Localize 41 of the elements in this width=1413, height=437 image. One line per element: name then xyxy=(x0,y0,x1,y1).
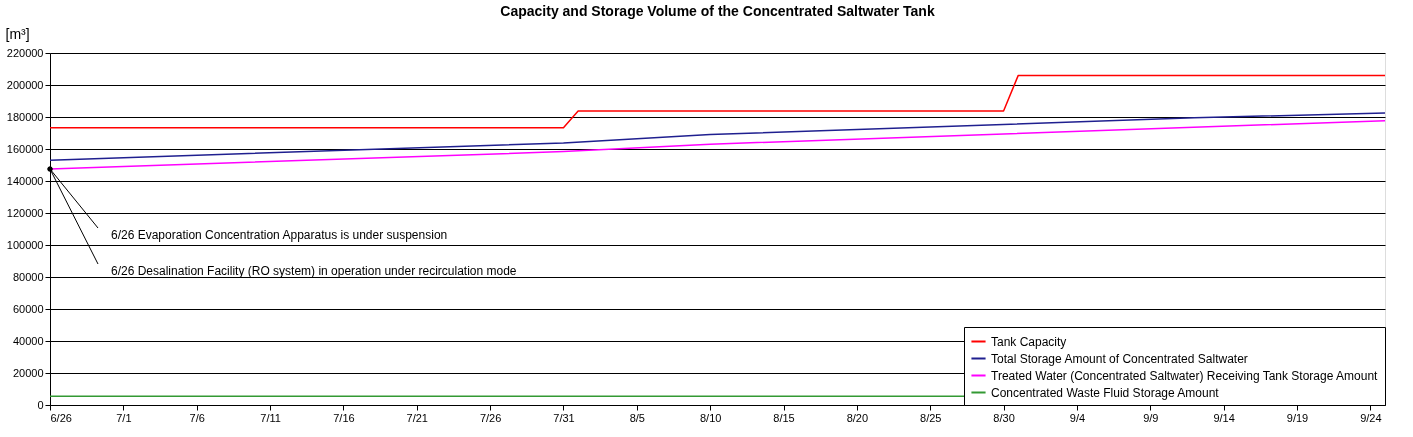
line-series xyxy=(49,119,1386,170)
chart-title: Capacity and Storage Volume of the Concentrated Saltwater Tank xyxy=(500,3,935,19)
y-tick-label: 200000 xyxy=(6,78,44,91)
x-tick-label: 7/26 xyxy=(479,411,502,424)
x-tick-label: 7/31 xyxy=(553,411,575,424)
y-tick-label: 0 xyxy=(37,398,44,411)
y-tick-label: 180000 xyxy=(6,110,44,123)
x-tick-label: 7/16 xyxy=(333,411,355,424)
x-tick-label: 9/19 xyxy=(1286,411,1309,424)
x-tick-label: 8/20 xyxy=(846,411,869,424)
x-tick-label: 7/21 xyxy=(406,411,428,424)
y-tick-label: 40000 xyxy=(12,334,44,347)
legend-label: Tank Capacity xyxy=(991,334,1067,349)
x-tick-label: 9/9 xyxy=(1143,411,1159,424)
x-tick-label: 8/10 xyxy=(699,411,722,424)
annotation: 6/26 Evaporation Concentration Apparatus is under suspension xyxy=(111,228,448,242)
legend-label: Total Storage Amount of Concentrated Saltwater xyxy=(991,351,1248,366)
x-tick-label: 9/14 xyxy=(1213,411,1235,424)
y-tick-label: 120000 xyxy=(6,206,44,219)
y-tick-label: 140000 xyxy=(6,174,44,187)
x-tick-label: 6/26 xyxy=(50,411,72,424)
y-tick-label: 20000 xyxy=(12,366,44,379)
x-tick-label: 7/1 xyxy=(116,411,132,424)
y-tick-label: 60000 xyxy=(12,302,44,315)
x-tick-label: 8/25 xyxy=(920,411,942,424)
y-tick-label: 80000 xyxy=(12,270,44,283)
x-tick-label: 8/5 xyxy=(629,411,645,424)
legend-label: Treated Water (Concentrated Saltwater) Receiving Tank Storage Amount xyxy=(991,368,1379,383)
x-tick-label: 9/24 xyxy=(1360,411,1382,424)
y-tick-label: 160000 xyxy=(6,142,44,155)
y-axis-title: [m³] xyxy=(5,25,30,42)
legend-label: Concentrated Waste Fluid Storage Amount xyxy=(991,385,1220,400)
x-tick-label: 8/30 xyxy=(993,411,1015,424)
annotation: 6/26 Desalination Facility (RO system) in operation under recirculation mode xyxy=(111,264,517,278)
x-tick-label: 7/11 xyxy=(260,411,281,424)
x-tick-label: 9/4 xyxy=(1069,411,1086,424)
x-tick-label: 7/6 xyxy=(189,411,205,424)
line-series xyxy=(49,112,1386,161)
y-tick-label: 100000 xyxy=(6,238,44,251)
x-tick-label: 8/15 xyxy=(773,411,795,424)
y-tick-label: 220000 xyxy=(6,46,44,59)
